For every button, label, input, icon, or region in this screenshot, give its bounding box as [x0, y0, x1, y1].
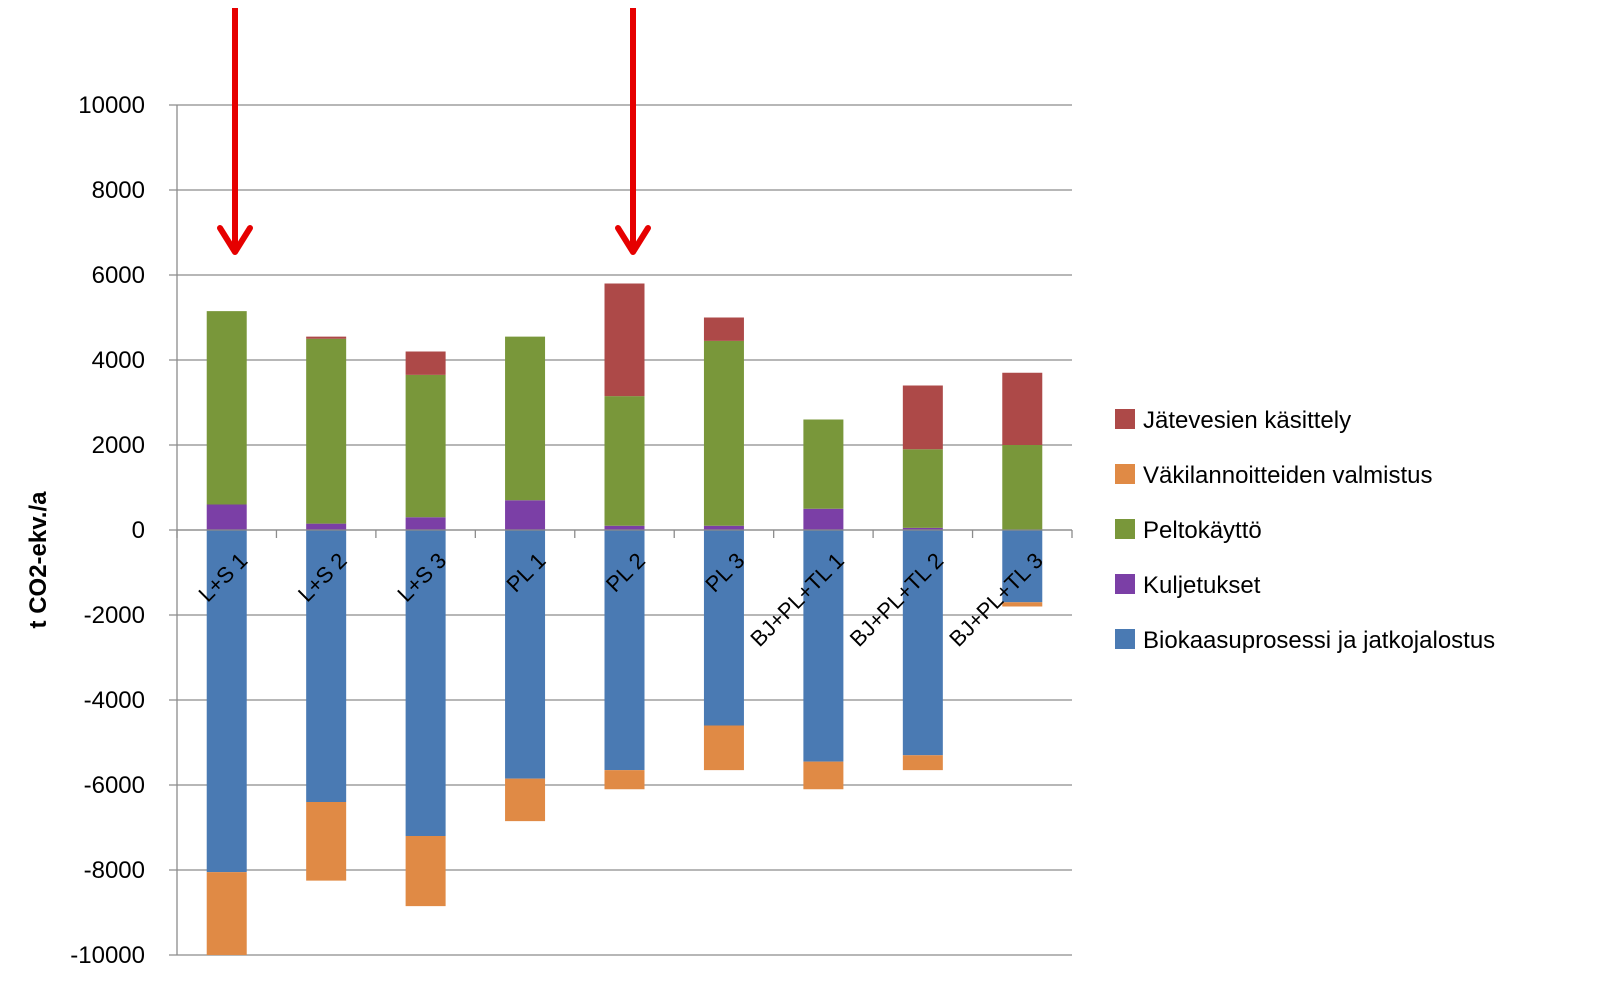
- bar-segment: [306, 523, 347, 530]
- legend-label: Kuljetukset: [1143, 572, 1261, 599]
- axes: [176, 105, 1073, 955]
- bar-segment: [1002, 372, 1043, 445]
- bar-segment: [306, 338, 347, 524]
- bar-segment: [803, 508, 844, 530]
- y-tick-label: -8000: [84, 857, 145, 884]
- bar-segment: [405, 351, 446, 375]
- bar-segment: [703, 525, 744, 530]
- bar-segment: [902, 449, 943, 528]
- y-tick-label: 4000: [92, 347, 145, 374]
- legend-label: Biokaasuprosessi ja jatkojalostus: [1143, 627, 1495, 654]
- bar-segment: [703, 530, 744, 726]
- legend-label: Jätevesien käsittely: [1143, 407, 1351, 434]
- bar-segment: [206, 530, 247, 873]
- y-tick-label: 2000: [92, 432, 145, 459]
- legend-label: Väkilannoitteiden valmistus: [1143, 462, 1433, 489]
- bar-segment: [306, 530, 347, 802]
- legend-swatch: [1115, 519, 1135, 539]
- y-tick-label: -6000: [84, 772, 145, 799]
- y-tick-label: 8000: [92, 177, 145, 204]
- annotation-arrow: [615, 8, 651, 255]
- legend-label: Peltokäyttö: [1143, 517, 1262, 544]
- annotations: [217, 8, 651, 255]
- y-tick-label: -10000: [70, 942, 145, 969]
- bars: [206, 283, 1043, 955]
- y-axis-ticks: 10000 8000 6000 4000 2000 0 -2000 -4000 -6000 -80…: [70, 92, 145, 969]
- bar-segment: [902, 755, 943, 771]
- y-axis-label: t CO2-ekv./a: [25, 491, 52, 629]
- legend-swatch: [1115, 574, 1135, 594]
- bar-segment: [206, 311, 247, 505]
- bar-segment: [405, 517, 446, 530]
- bar-segment: [505, 778, 546, 822]
- y-tick-label: -2000: [84, 602, 145, 629]
- y-tick-label: 10000: [78, 92, 145, 119]
- bar-segment: [902, 385, 943, 450]
- bar-segment: [505, 336, 546, 501]
- legend-swatch: [1115, 409, 1135, 429]
- bar-segment: [1002, 445, 1043, 530]
- bar-segment: [902, 527, 943, 530]
- bar-segment: [703, 725, 744, 771]
- bar-segment: [604, 525, 645, 530]
- legend: Jätevesien käsittely Väkilannoitteiden va…: [1115, 407, 1495, 654]
- bar-segment: [405, 836, 446, 907]
- bar-segment: [604, 770, 645, 790]
- bar-segment: [703, 340, 744, 526]
- legend-swatch: [1115, 629, 1135, 649]
- bar-segment: [206, 872, 247, 955]
- bar-segment: [206, 504, 247, 530]
- y-tick-label: -4000: [84, 687, 145, 714]
- y-tick-label: 0: [132, 517, 145, 544]
- bar-segment: [902, 530, 943, 756]
- bar-segment: [803, 761, 844, 790]
- bar-segment: [405, 374, 446, 518]
- bar-segment: [604, 283, 645, 397]
- bar-segment: [306, 336, 347, 339]
- bar-segment: [604, 396, 645, 526]
- bar-segment: [604, 530, 645, 771]
- bar-segment: [306, 802, 347, 881]
- bar-segment: [405, 530, 446, 836]
- bar-segment: [803, 419, 844, 509]
- bar-segment: [1002, 602, 1043, 607]
- bar-segment: [803, 530, 844, 762]
- bar-segment: [505, 530, 546, 779]
- y-tick-label: 6000: [92, 262, 145, 289]
- legend-swatch: [1115, 464, 1135, 484]
- bar-segment: [505, 500, 546, 530]
- annotation-arrow: [217, 8, 253, 255]
- bar-segment: [1002, 530, 1043, 603]
- bar-segment: [703, 317, 744, 341]
